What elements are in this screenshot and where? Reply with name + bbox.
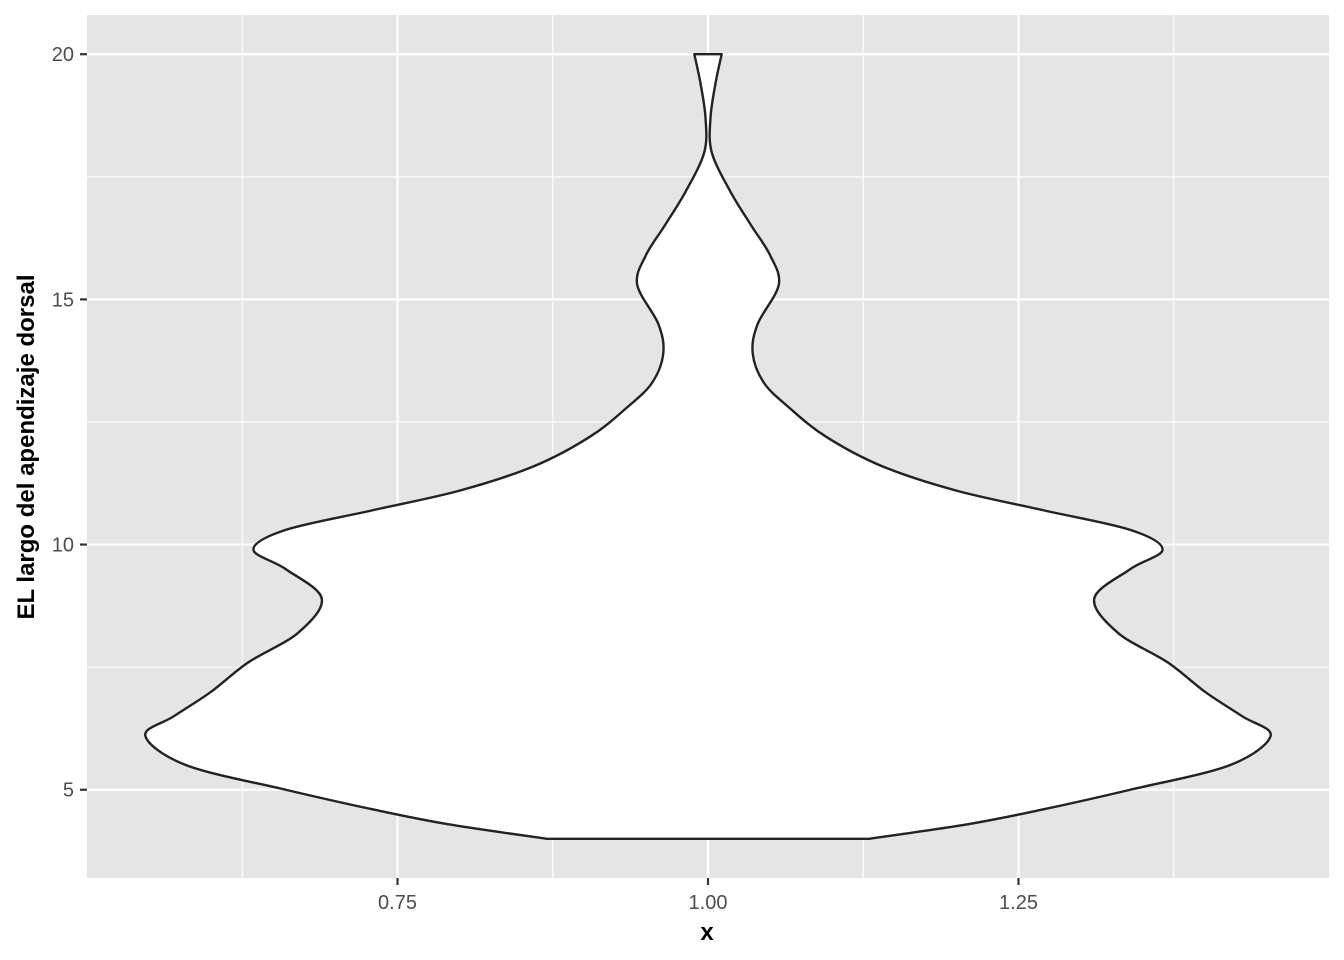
y-tick-label: 15 [52,289,74,311]
y-tick-label: 20 [52,44,74,66]
x-tick-label: 1.25 [999,892,1038,914]
y-axis: 5 10 15 20 [52,44,87,802]
violin-shape [144,53,1272,840]
x-tick-label: 1.00 [689,892,728,914]
x-axis-title: x [700,919,714,946]
y-tick-label: 5 [63,780,74,802]
x-axis: 0.75 1.00 1.25 [378,878,1038,914]
y-axis-title: EL largo del apendizaje dorsal [13,275,40,620]
violin-layer [144,53,1272,840]
y-tick-label: 10 [52,535,74,557]
x-tick-label: 0.75 [378,892,417,914]
